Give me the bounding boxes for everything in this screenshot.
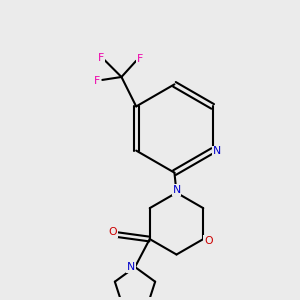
Text: N: N <box>212 146 220 157</box>
Text: N: N <box>127 262 136 272</box>
Text: O: O <box>109 227 117 237</box>
Text: N: N <box>172 185 181 195</box>
Text: O: O <box>204 236 213 245</box>
Text: F: F <box>94 76 100 86</box>
Text: F: F <box>98 53 104 63</box>
Text: F: F <box>136 54 143 64</box>
